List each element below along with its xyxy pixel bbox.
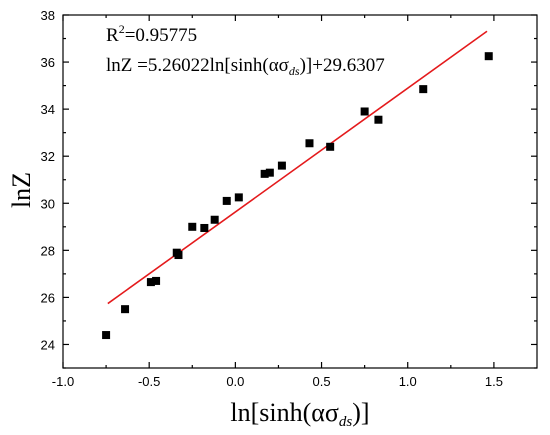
y-tick-label: 30 [41, 196, 55, 211]
r-squared-annotation: R2=0.95775 [106, 22, 197, 46]
y-tick-label: 38 [41, 8, 55, 23]
data-point [234, 193, 243, 202]
data-point [210, 215, 219, 224]
data-point [102, 331, 111, 340]
fit-equation-annotation: lnZ =5.26022ln[sinh(ασds)]+29.6307 [106, 55, 385, 78]
x-tick-label: -1.0 [52, 374, 74, 389]
data-point [374, 115, 383, 124]
data-point [188, 222, 197, 231]
x-axis-title: ln[sinh(ασds)] [230, 398, 369, 430]
y-axis-title: lnZ [7, 172, 36, 208]
fit-line [107, 30, 488, 305]
data-point [174, 251, 183, 260]
y-tick-label: 32 [41, 149, 55, 164]
data-point [360, 107, 369, 116]
data-point [277, 161, 286, 170]
x-tick-labels: -1.0 -0.5 0.0 0.5 1.0 1.5 [52, 374, 503, 389]
y-tick-label: 24 [41, 337, 55, 352]
y-tick-label: 34 [41, 102, 55, 117]
y-tick-label: 36 [41, 55, 55, 70]
data-point [326, 142, 335, 151]
y-tick-label: 28 [41, 243, 55, 258]
data-point [222, 196, 231, 205]
y-tick-label: 26 [41, 290, 55, 305]
data-point [152, 276, 161, 285]
plot-border [62, 14, 538, 369]
y-tick-labels: 24 26 28 30 32 34 36 38 [41, 8, 55, 352]
fit-layer [107, 30, 488, 305]
axis-ticks [62, 14, 537, 369]
data-points [102, 52, 493, 340]
plot-frame [62, 14, 538, 369]
x-tick-label: -0.5 [138, 374, 160, 389]
data-point [146, 278, 155, 287]
data-point [265, 168, 274, 177]
data-point [121, 305, 130, 314]
x-tick-label: 1.0 [399, 374, 417, 389]
data-point [419, 85, 428, 94]
x-tick-label: 0.0 [226, 374, 244, 389]
data-point [200, 223, 209, 232]
x-tick-label: 0.5 [313, 374, 331, 389]
data-point [260, 169, 269, 178]
data-point [305, 139, 314, 148]
data-point [484, 52, 493, 61]
x-tick-label: 1.5 [485, 374, 503, 389]
